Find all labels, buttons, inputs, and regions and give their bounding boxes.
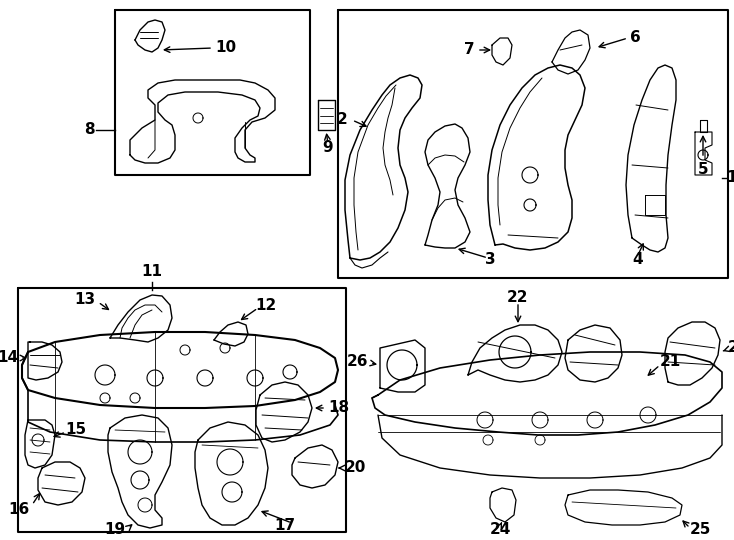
Text: 14: 14: [0, 350, 18, 366]
Text: 17: 17: [274, 517, 295, 532]
Text: 21: 21: [660, 354, 681, 369]
Text: 16: 16: [9, 503, 30, 517]
Text: 23: 23: [728, 341, 734, 355]
Text: 7: 7: [465, 43, 475, 57]
Text: 20: 20: [345, 461, 366, 476]
Text: 11: 11: [142, 265, 162, 280]
Text: 12: 12: [255, 298, 276, 313]
Text: 26: 26: [346, 354, 368, 369]
Text: 25: 25: [690, 523, 711, 537]
Text: 18: 18: [328, 401, 349, 415]
Text: 19: 19: [104, 523, 125, 537]
Text: 5: 5: [698, 163, 708, 178]
Text: 8: 8: [84, 123, 95, 138]
Text: 2: 2: [337, 112, 348, 127]
Text: 3: 3: [484, 253, 495, 267]
Text: 22: 22: [507, 291, 528, 306]
Text: 4: 4: [633, 253, 643, 267]
Text: 6: 6: [630, 30, 641, 45]
Text: 13: 13: [74, 293, 95, 307]
Text: 9: 9: [323, 140, 333, 156]
Text: 10: 10: [215, 40, 236, 56]
Text: 1: 1: [726, 171, 734, 186]
Text: 15: 15: [65, 422, 86, 437]
Text: 24: 24: [490, 523, 511, 537]
